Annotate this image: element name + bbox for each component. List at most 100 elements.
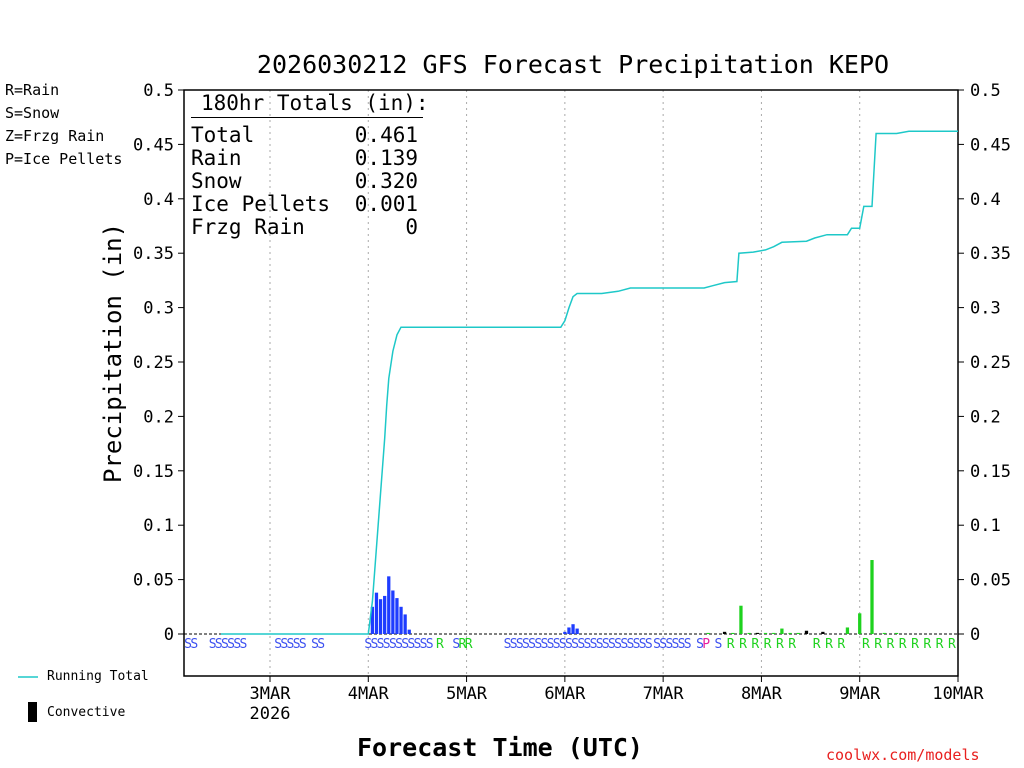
ice-pellets-total-value: 0.001 [354, 192, 418, 216]
ptype-marker: S [590, 637, 598, 652]
x-tick-label: 4MAR [348, 684, 390, 704]
ptype-marker: S [233, 637, 241, 652]
rain-bar [894, 632, 899, 634]
rain-bar [739, 605, 743, 634]
ptype-marker: R [764, 637, 772, 652]
ptype-marker: S [287, 637, 295, 652]
total-value: 0.461 [354, 123, 418, 147]
legend-rain: R=Rain [5, 81, 60, 99]
ptype-marker: S [293, 637, 301, 652]
ptype-marker: S [227, 637, 235, 652]
ptype-marker: S [215, 637, 223, 652]
y-tick-label: 0 [164, 625, 174, 645]
rain-total-label: Rain [191, 146, 242, 170]
totals-header: 180hr Totals (in): [201, 91, 429, 115]
ptype-marker: S [553, 637, 561, 652]
rain-bar [780, 628, 784, 634]
ptype-marker: S [317, 637, 325, 652]
ptype-marker: P [702, 637, 710, 652]
y-tick-label-right: 0.5 [970, 81, 1001, 101]
rain-bar [845, 627, 850, 634]
convective-legend-swatch [28, 702, 37, 722]
ptype-marker: R [739, 637, 747, 652]
snow-total-label: Snow [191, 169, 242, 193]
y-tick-label: 0.15 [133, 462, 174, 482]
convective-bar [755, 632, 759, 634]
ptype-marker: S [678, 637, 686, 652]
y-axis-label: Precipitation (in) [99, 222, 127, 483]
ptype-marker: S [364, 637, 372, 652]
running-total-line [220, 130, 958, 635]
snow-bar [374, 592, 379, 634]
x-axis-label: Forecast Time (UTC) [357, 733, 643, 762]
ptype-marker: R [837, 637, 845, 652]
ptype-marker: R [776, 637, 784, 652]
snow-total-value: 0.320 [354, 169, 418, 193]
totals-underline [191, 117, 423, 118]
ptype-marker: S [620, 637, 628, 652]
y-tick-label: 0.1 [143, 516, 174, 536]
rain-bar [788, 632, 792, 634]
x-tick-label: 9MAR [839, 684, 881, 704]
x-tick-label: 8MAR [741, 684, 783, 704]
ptype-marker: S [516, 637, 524, 652]
ptype-marker: S [407, 637, 415, 652]
snow-bar [391, 590, 395, 634]
ptype-marker: S [633, 637, 641, 652]
convective-bar [722, 631, 727, 634]
x-tick-label: 7MAR [643, 684, 685, 704]
y-tick-label-right: 0.4 [970, 190, 1001, 210]
ptype-marker: S [547, 637, 555, 652]
ptype-marker: S [190, 637, 198, 652]
rain-bar [796, 632, 800, 634]
plot-frame [183, 89, 959, 677]
ptype-marker: S [239, 637, 247, 652]
rain-bar [747, 632, 751, 634]
ptype-marker: S [614, 637, 622, 652]
convective-bar [821, 631, 825, 634]
ptype-marker: S [221, 637, 229, 652]
ptype-marker: S [696, 637, 704, 652]
ptype-marker: S [659, 637, 667, 652]
ptype-marker: S [639, 637, 647, 652]
ptype-marker: R [751, 637, 759, 652]
y-tick-label-right: 0 [970, 625, 980, 645]
y-tick-label: 0.4 [143, 190, 174, 210]
ptype-marker: R [813, 637, 821, 652]
y-tick-label-right: 0.15 [970, 462, 1011, 482]
x-tick-label: 6MAR [544, 684, 586, 704]
ptype-marker: S [395, 637, 403, 652]
y-tick-label-right: 0.35 [970, 244, 1011, 264]
ptype-marker: S [414, 637, 422, 652]
ptype-marker: S [504, 637, 512, 652]
y-tick-label: 0.35 [133, 244, 174, 264]
y-tick-label-right: 0.2 [970, 407, 1001, 427]
ptype-marker: S [311, 637, 319, 652]
ptype-marker: S [280, 637, 288, 652]
ptype-marker: R [788, 637, 796, 652]
y-tick-label: 0.5 [143, 81, 174, 101]
totals-box: 180hr Totals (in): Total 0.461 Rain 0.13… [191, 92, 429, 411]
chart-title: 2026030212 GFS Forecast Precipitation KE… [256, 50, 890, 79]
y-tick-label-right: 0.3 [970, 299, 1001, 319]
snow-bar [399, 606, 403, 634]
rain-bar [882, 632, 886, 634]
ptype-marker: S [626, 637, 634, 652]
ptype-marker: S [528, 637, 536, 652]
rain-bar [706, 632, 710, 634]
convective-bar [804, 630, 809, 634]
watermark: coolwx.com/models [826, 746, 980, 764]
ptype-marker: R [936, 637, 944, 652]
ptype-marker: S [571, 637, 579, 652]
ptype-marker: R [911, 637, 919, 652]
ptype-marker: S [583, 637, 591, 652]
ptype-marker: S [522, 637, 530, 652]
rain-bar [763, 632, 768, 634]
snow-bar [378, 599, 383, 634]
ptype-marker: S [534, 637, 542, 652]
y-tick-label-right: 0.1 [970, 516, 1001, 536]
y-tick-label: 0.2 [143, 407, 174, 427]
snow-bar [567, 627, 571, 634]
